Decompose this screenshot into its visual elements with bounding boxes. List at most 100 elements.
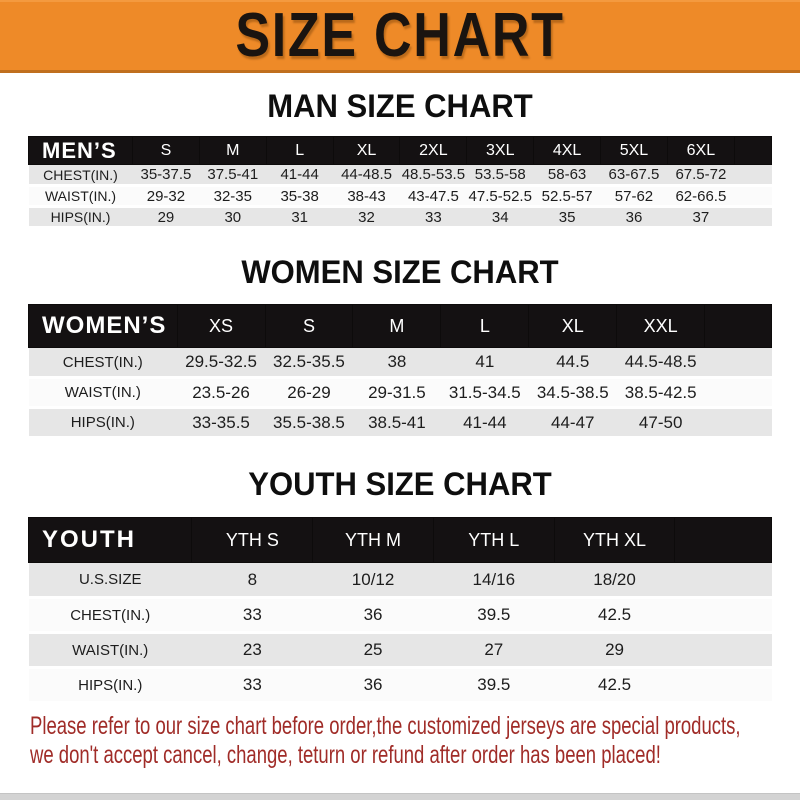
table-title-cell: WOMEN’S [28,304,178,348]
header-spacer [733,136,773,165]
section-heading: YOUTH SIZE CHART [248,466,552,502]
size-column-header: XXL [616,304,706,348]
cell: 35-38 [266,185,334,208]
women-size-chart-section: WOMEN SIZE CHART WOMEN’S XS S M L XL XXL CHEST(I… [0,255,800,439]
row-spacer [734,185,772,208]
size-column-header: 4XL [533,136,602,165]
cell: 44-47 [528,407,617,439]
table-row: HIPS(IN.) 33 36 39.5 42.5 [28,667,772,704]
cell: 52.5-57 [533,185,601,208]
women-size-table: WOMEN’S XS S M L XL XXL CHEST(IN.) 29.5-32.5 32.5… [28,304,772,439]
size-column-header: 6XL [666,136,735,165]
cell: 35-37.5 [132,164,200,187]
cell: 35.5-38.5 [265,407,353,439]
cell: 31.5-34.5 [440,377,529,409]
cell: 35 [533,206,601,229]
size-column-header: 5XL [600,136,668,165]
men-size-table: MEN’S S M L XL 2XL 3XL 4XL 5XL 6XL CHEST(IN.) 35-37… [27,136,773,229]
row-label: HIPS(IN.) [28,206,133,229]
header-spacer [704,304,772,348]
row-label: CHEST(IN.) [28,347,178,379]
youth-size-table: YOUTH YTH S YTH M YTH L YTH XL U.S.SIZE 8 10/12… [27,517,772,704]
row-spacer [674,597,772,634]
cell: 33-35.5 [177,407,266,439]
cell: 48.5-53.5 [399,164,467,187]
table-row: U.S.SIZE 8 10/12 14/16 18/20 [28,562,772,599]
cell: 29 [132,206,200,229]
size-column-header: XL [332,136,401,165]
row-spacer [674,632,772,669]
table-row: HIPS(IN.) 33-35.5 35.5-38.5 38.5-41 41-44 44-… [28,407,772,439]
size-column-header: L [440,304,530,348]
cell: 25 [312,632,434,669]
table-row: CHEST(IN.) 33 36 39.5 42.5 [28,597,772,634]
cell: 29-31.5 [352,377,441,409]
cell: 36 [312,597,434,634]
size-column-header: L [265,136,334,165]
cell: 10/12 [312,562,434,599]
cell: 44.5 [528,347,617,379]
cell: 62-66.5 [667,185,735,208]
size-column-header: 3XL [466,136,535,165]
cell: 32 [333,206,400,229]
table-row: CHEST(IN.) 35-37.5 37.5-41 41-44 44-48.5 48.5… [28,164,772,187]
table-row: WAIST(IN.) 23.5-26 26-29 29-31.5 31.5-34.5 34… [28,377,772,409]
section-heading: MAN SIZE CHART [267,88,533,124]
youth-size-chart-section: YOUTH SIZE CHART YOUTH YTH S YTH M YTH L YTH … [0,467,800,704]
table-header-row: YOUTH YTH S YTH M YTH L YTH XL [27,517,772,563]
cell: 14/16 [433,562,555,599]
cell: 63-67.5 [600,164,668,187]
size-column-header: M [352,304,442,348]
cell: 57-62 [600,185,668,208]
table-title-cell: MEN’S [27,136,134,165]
cell: 32.5-35.5 [265,347,353,379]
cell: 37 [667,206,735,229]
cell: 39.5 [433,667,555,704]
row-label: WAIST(IN.) [28,377,178,409]
table-header-row: MEN’S S M L XL 2XL 3XL 4XL 5XL 6XL [27,136,773,165]
cell: 53.5-58 [466,164,534,187]
men-size-chart-section: MAN SIZE CHART MEN’S S M L XL 2XL 3XL 4XL 5XL 6XL C… [0,89,800,229]
cell: 41-44 [440,407,529,439]
cell: 47.5-52.5 [466,185,534,208]
cell: 38-43 [333,185,400,208]
cell: 36 [600,206,668,229]
cell: 44.5-48.5 [616,347,705,379]
cell: 8 [191,562,313,599]
size-column-header: S [264,304,354,348]
row-label: CHEST(IN.) [28,164,133,187]
size-charts: MAN SIZE CHART MEN’S S M L XL 2XL 3XL 4XL 5XL 6XL C… [0,73,800,704]
cell: 26-29 [265,377,353,409]
cell: 43-47.5 [399,185,467,208]
cell: 39.5 [433,597,555,634]
cell: 29-32 [132,185,200,208]
banner-title: SIZE CHART [235,1,565,70]
size-column-header: YTH XL [553,517,676,563]
cell: 36 [312,667,434,704]
cell: 67.5-72 [667,164,735,187]
cell: 34 [466,206,534,229]
cell: 38.5-41 [352,407,441,439]
size-column-header: YTH L [432,517,555,563]
cell: 58-63 [533,164,601,187]
table-header-row: WOMEN’S XS S M L XL XXL [28,304,772,348]
size-column-header: 2XL [399,136,468,165]
cell: 23.5-26 [177,377,266,409]
cell: 47-50 [616,407,705,439]
cell: 32-35 [199,185,267,208]
bottom-strip [0,793,800,800]
cell: 23 [191,632,313,669]
row-spacer [734,206,772,229]
cell: 34.5-38.5 [528,377,617,409]
table-row: HIPS(IN.) 29 30 31 32 33 34 35 36 37 [28,206,772,229]
row-label: U.S.SIZE [28,562,192,599]
cell: 41 [440,347,529,379]
cell: 42.5 [554,667,675,704]
cell: 38.5-42.5 [616,377,705,409]
row-label: CHEST(IN.) [28,597,192,634]
footer-note: Please refer to our size chart before or… [0,712,800,770]
cell: 42.5 [554,597,675,634]
note-line-2: we don't accept cancel, change, teturn o… [30,741,661,769]
banner: SIZE CHART [0,0,800,73]
